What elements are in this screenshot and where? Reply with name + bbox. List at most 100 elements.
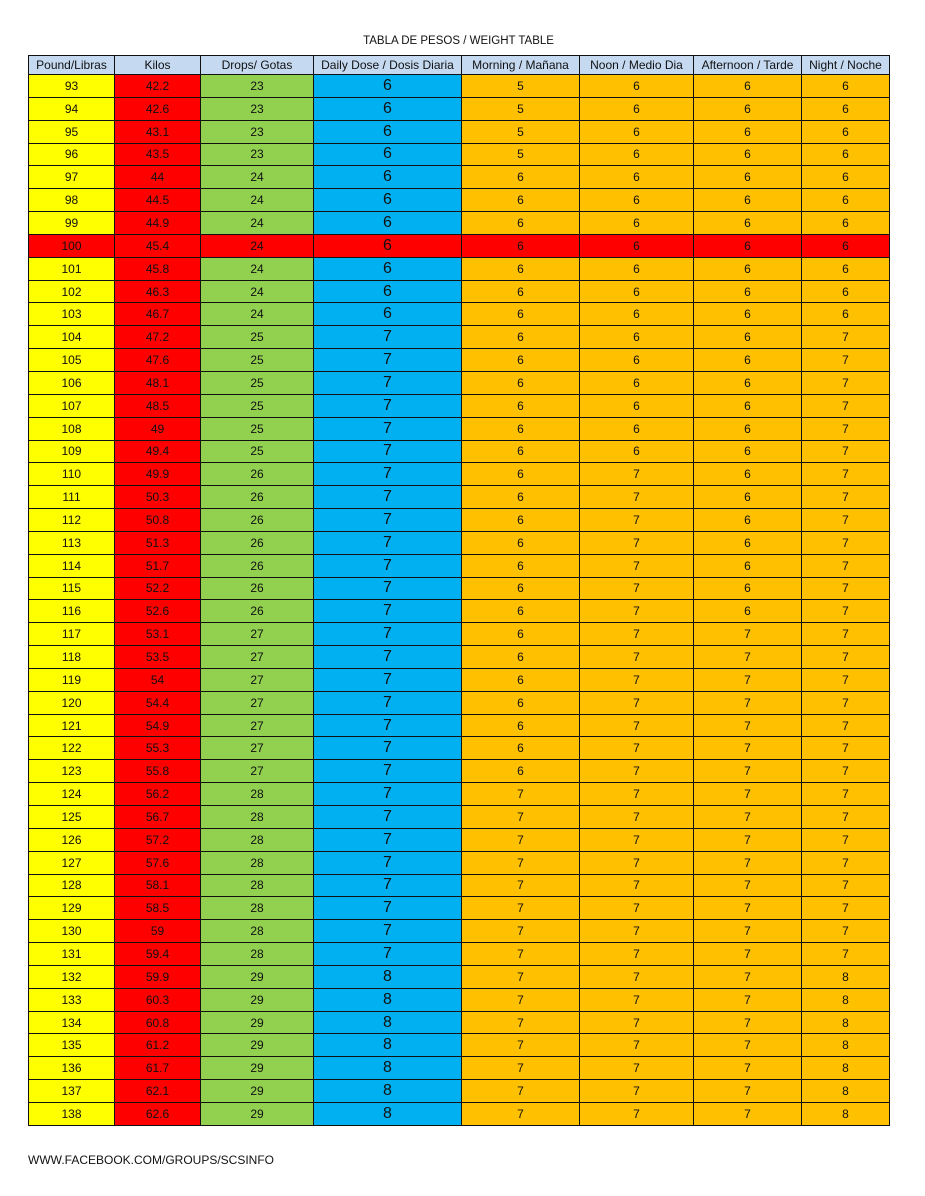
cell-drops: 28 (200, 850, 314, 875)
cell-drops: 25 (200, 325, 314, 350)
cell-daily-dose: 7 (313, 462, 462, 487)
cell-morning: 7 (461, 805, 580, 829)
table-row: 134 60.8 29 8 7 7 7 8 (28, 1010, 890, 1035)
cell-daily-dose: 7 (313, 667, 462, 692)
cell-drops: 23 (200, 142, 314, 167)
cell-noon: 7 (579, 805, 694, 829)
cell-noon: 6 (579, 439, 694, 464)
cell-noon: 7 (579, 485, 694, 510)
cell-daily-dose: 7 (313, 576, 462, 601)
cell-pounds: 115 (28, 576, 115, 601)
cell-night: 8 (801, 964, 890, 989)
cell-night: 8 (801, 1010, 890, 1035)
cell-daily-dose: 7 (313, 599, 462, 624)
cell-night: 7 (801, 485, 890, 510)
cell-night: 7 (801, 827, 890, 852)
cell-kilos: 48.5 (114, 393, 201, 418)
cell-kilos: 57.2 (114, 827, 201, 852)
cell-morning: 6 (461, 165, 580, 190)
cell-drops: 26 (200, 530, 314, 555)
cell-afternoon: 7 (693, 782, 802, 806)
cell-pounds: 128 (28, 873, 115, 898)
table-row: 115 52.2 26 7 6 7 6 7 (28, 576, 890, 601)
cell-daily-dose: 8 (313, 1079, 462, 1103)
cell-kilos: 55.3 (114, 736, 201, 761)
cell-pounds: 132 (28, 964, 115, 989)
table-row: 137 62.1 29 8 7 7 7 8 (28, 1079, 890, 1103)
cell-night: 7 (801, 690, 890, 715)
table-row: 123 55.8 27 7 6 7 7 7 (28, 759, 890, 784)
cell-kilos: 53.5 (114, 645, 201, 669)
cell-night: 7 (801, 645, 890, 669)
table-row: 94 42.6 23 6 5 6 6 6 (28, 96, 890, 121)
cell-pounds: 135 (28, 1033, 115, 1058)
cell-afternoon: 7 (693, 713, 802, 738)
cell-drops: 29 (200, 1079, 314, 1103)
cell-drops: 28 (200, 873, 314, 898)
cell-afternoon: 6 (693, 348, 802, 372)
cell-daily-dose: 7 (313, 713, 462, 738)
cell-daily-dose: 8 (313, 964, 462, 989)
cell-kilos: 60.3 (114, 987, 201, 1012)
cell-noon: 7 (579, 553, 694, 578)
cell-night: 7 (801, 873, 890, 898)
cell-kilos: 54.4 (114, 690, 201, 715)
table-row: 100 45.4 24 6 6 6 6 6 (28, 233, 890, 258)
cell-night: 7 (801, 622, 890, 647)
cell-daily-dose: 7 (313, 370, 462, 395)
cell-kilos: 52.6 (114, 599, 201, 624)
cell-kilos: 52.2 (114, 576, 201, 601)
header-kilos: Kilos (114, 55, 201, 75)
cell-night: 6 (801, 302, 890, 327)
cell-night: 8 (801, 987, 890, 1012)
cell-drops: 25 (200, 348, 314, 372)
table-row: 114 51.7 26 7 6 7 6 7 (28, 553, 890, 578)
cell-morning: 6 (461, 622, 580, 647)
cell-noon: 7 (579, 576, 694, 601)
cell-drops: 24 (200, 279, 314, 304)
cell-afternoon: 6 (693, 393, 802, 418)
header-night: Night / Noche (801, 55, 890, 75)
table-row: 111 50.3 26 7 6 7 6 7 (28, 485, 890, 510)
cell-pounds: 126 (28, 827, 115, 852)
cell-kilos: 54 (114, 667, 201, 692)
cell-afternoon: 6 (693, 302, 802, 327)
cell-daily-dose: 7 (313, 485, 462, 510)
cell-night: 7 (801, 713, 890, 738)
cell-pounds: 119 (28, 667, 115, 692)
cell-daily-dose: 7 (313, 622, 462, 647)
cell-night: 7 (801, 896, 890, 921)
cell-drops: 27 (200, 645, 314, 669)
cell-daily-dose: 8 (313, 1010, 462, 1035)
cell-morning: 5 (461, 74, 580, 98)
header-afternoon: Afternoon / Tarde (693, 55, 802, 75)
header-daily-dose: Daily Dose / Dosis Diaria (313, 55, 462, 75)
cell-morning: 6 (461, 713, 580, 738)
cell-kilos: 47.6 (114, 348, 201, 372)
cell-drops: 25 (200, 393, 314, 418)
cell-night: 7 (801, 325, 890, 350)
cell-drops: 25 (200, 416, 314, 441)
cell-night: 7 (801, 667, 890, 692)
cell-noon: 6 (579, 279, 694, 304)
cell-kilos: 61.2 (114, 1033, 201, 1058)
cell-afternoon: 6 (693, 233, 802, 258)
cell-night: 7 (801, 919, 890, 944)
cell-kilos: 42.2 (114, 74, 201, 98)
cell-kilos: 45.4 (114, 233, 201, 258)
cell-morning: 5 (461, 142, 580, 167)
cell-noon: 6 (579, 142, 694, 167)
cell-night: 6 (801, 256, 890, 281)
cell-night: 7 (801, 782, 890, 806)
table-row: 113 51.3 26 7 6 7 6 7 (28, 530, 890, 555)
cell-drops: 27 (200, 713, 314, 738)
cell-night: 6 (801, 74, 890, 98)
cell-daily-dose: 6 (313, 211, 462, 235)
cell-night: 7 (801, 759, 890, 784)
table-title: TABLA DE PESOS / WEIGHT TABLE (363, 35, 554, 47)
cell-afternoon: 6 (693, 370, 802, 395)
table-row: 128 58.1 28 7 7 7 7 7 (28, 873, 890, 898)
cell-night: 7 (801, 805, 890, 829)
table-row: 109 49.4 25 7 6 6 6 7 (28, 439, 890, 464)
cell-noon: 7 (579, 1033, 694, 1058)
